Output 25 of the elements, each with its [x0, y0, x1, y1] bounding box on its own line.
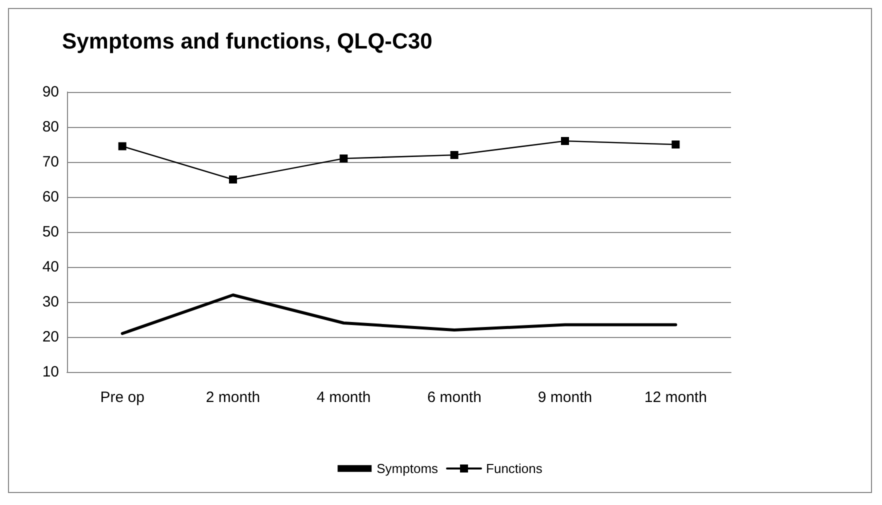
x-tick-label: Pre op: [100, 389, 144, 406]
point: [340, 154, 348, 162]
point: [672, 140, 680, 148]
y-tick-label: 80: [42, 118, 59, 136]
y-tick-label: 40: [42, 258, 59, 276]
legend-label: Functions: [486, 461, 543, 476]
chart-title: Symptoms and functions, QLQ-C30: [62, 28, 432, 54]
x-tick-label: 9 month: [538, 389, 592, 406]
y-tick-label: 90: [42, 84, 59, 100]
x-tick-label: 6 month: [427, 389, 482, 406]
point: [450, 151, 458, 159]
y-tick-label: 20: [42, 328, 59, 346]
y-tick-label: 10: [42, 364, 59, 380]
point: [229, 176, 237, 184]
point: [561, 137, 569, 145]
x-tick-label: 4 month: [316, 389, 371, 406]
point: [118, 142, 126, 150]
y-tick-label: 60: [42, 188, 59, 206]
x-tick-label: 12 month: [644, 389, 707, 406]
y-tick-label: 50: [42, 224, 59, 240]
line-series: [120, 294, 678, 335]
y-tick-label: 30: [42, 294, 59, 310]
y-tick-label: 70: [42, 154, 59, 170]
x-tick-label: 2 month: [206, 389, 260, 406]
legend-label: Symptoms: [376, 461, 439, 476]
